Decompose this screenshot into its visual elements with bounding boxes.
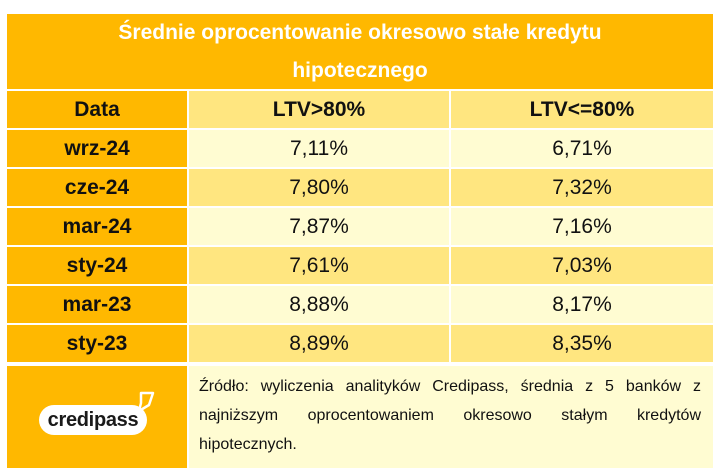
ltv-gt-80-cell: 7,11% bbox=[189, 130, 451, 167]
date-cell: wrz-24 bbox=[7, 130, 189, 167]
ltv-le-80-cell: 8,35% bbox=[451, 325, 713, 362]
date-cell: mar-24 bbox=[7, 208, 189, 245]
ltv-le-80-cell: 6,71% bbox=[451, 130, 713, 167]
logo-pill: credipass bbox=[39, 405, 147, 435]
table-row: sty-23 8,89% 8,35% bbox=[7, 325, 713, 364]
ltv-gt-80-cell: 8,88% bbox=[189, 286, 451, 323]
ltv-le-80-cell: 7,16% bbox=[451, 208, 713, 245]
date-cell: sty-23 bbox=[7, 325, 189, 362]
ltv-le-80-cell: 7,03% bbox=[451, 247, 713, 284]
ltv-gt-80-cell: 8,89% bbox=[189, 325, 451, 362]
interest-rate-table: Średnie oprocentowanie okresowo stałe kr… bbox=[7, 14, 713, 468]
table-row: mar-24 7,87% 7,16% bbox=[7, 208, 713, 247]
credipass-logo: credipass bbox=[37, 391, 157, 437]
date-cell: cze-24 bbox=[7, 169, 189, 206]
ltv-le-80-cell: 7,32% bbox=[451, 169, 713, 206]
date-cell: sty-24 bbox=[7, 247, 189, 284]
table-title: Średnie oprocentowanie okresowo stałe kr… bbox=[7, 14, 713, 91]
table-row: mar-23 8,88% 8,17% bbox=[7, 286, 713, 325]
logo-cell: credipass bbox=[7, 366, 189, 468]
ltv-gt-80-cell: 7,80% bbox=[189, 169, 451, 206]
table-row: cze-24 7,80% 7,32% bbox=[7, 169, 713, 208]
table-row: sty-24 7,61% 7,03% bbox=[7, 247, 713, 286]
date-cell: mar-23 bbox=[7, 286, 189, 323]
source-note: Źródło: wyliczenia analityków Credipass,… bbox=[189, 366, 713, 468]
ltv-le-80-cell: 8,17% bbox=[451, 286, 713, 323]
ltv-gt-80-cell: 7,87% bbox=[189, 208, 451, 245]
header-row: Data LTV>80% LTV<=80% bbox=[7, 91, 713, 130]
logo-text: credipass bbox=[47, 408, 139, 431]
table-row: wrz-24 7,11% 6,71% bbox=[7, 130, 713, 169]
header-ltv-gt-80: LTV>80% bbox=[189, 91, 451, 128]
header-date: Data bbox=[7, 91, 189, 128]
header-ltv-le-80: LTV<=80% bbox=[451, 91, 713, 128]
ltv-gt-80-cell: 7,61% bbox=[189, 247, 451, 284]
logo-kite-icon bbox=[137, 391, 155, 413]
footer-row: credipass Źródło: wyliczenia analityków … bbox=[7, 364, 713, 468]
